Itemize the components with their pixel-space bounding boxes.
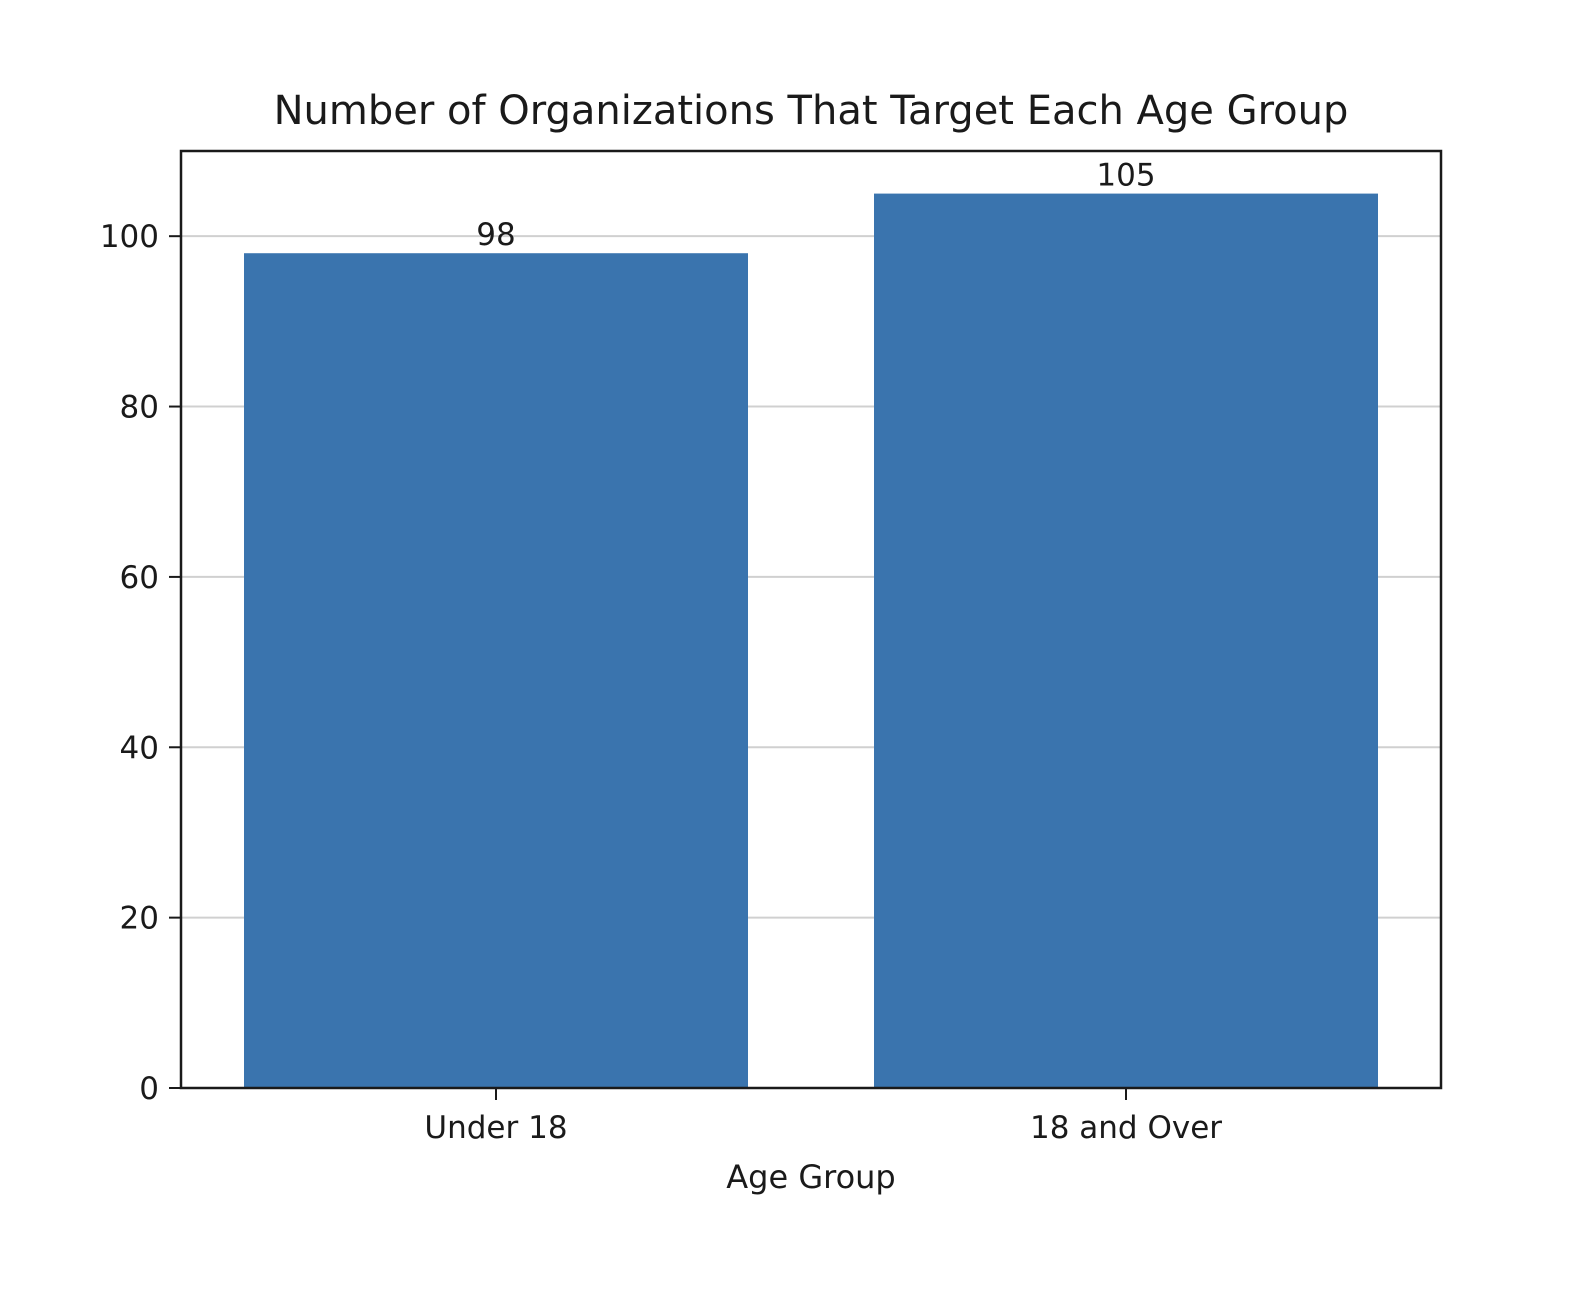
bar-18-and-over — [874, 193, 1378, 1088]
y-tick-label: 0 — [139, 1071, 159, 1107]
y-tick-label: 80 — [120, 390, 159, 426]
y-tick-label: 20 — [120, 901, 159, 937]
x-tick-label: 18 and Over — [1030, 1110, 1222, 1146]
bar-value-label: 98 — [476, 217, 515, 253]
y-tick-label: 40 — [120, 730, 159, 766]
y-axis-ticks: 0 20 40 60 80 100 — [100, 219, 181, 1107]
y-tick-label: 100 — [100, 219, 159, 255]
x-axis-ticks: Under 18 18 and Over — [424, 1088, 1222, 1146]
x-tick-label: Under 18 — [424, 1110, 567, 1146]
chart-title: Number of Organizations That Target Each… — [274, 88, 1349, 134]
bar-under-18 — [244, 253, 748, 1088]
bar-value-labels: 98 105 — [476, 158, 1155, 254]
x-axis-label: Age Group — [726, 1158, 895, 1196]
plot-area-frame — [179, 149, 1443, 1090]
y-tick-label: 60 — [120, 560, 159, 596]
bars — [244, 193, 1378, 1088]
bar-value-label: 105 — [1096, 158, 1155, 194]
